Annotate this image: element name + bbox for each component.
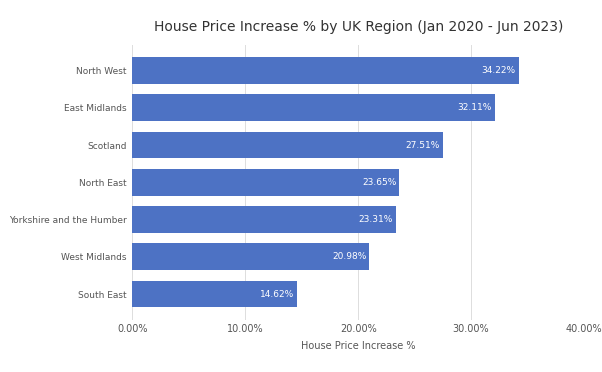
Bar	[132, 57, 519, 84]
Bar	[132, 206, 396, 233]
Title: House Price Increase % by UK Region (Jan 2020 - Jun 2023): House Price Increase % by UK Region (Jan…	[154, 20, 563, 34]
X-axis label: House Price Increase %: House Price Increase %	[301, 341, 415, 351]
Text: 23.31%: 23.31%	[358, 215, 393, 224]
Text: 32.11%: 32.11%	[458, 103, 492, 112]
Bar	[132, 243, 369, 270]
Text: 34.22%: 34.22%	[482, 66, 516, 75]
Text: 14.62%: 14.62%	[261, 289, 294, 298]
Bar	[132, 169, 399, 196]
Bar	[132, 94, 495, 121]
Text: 23.65%: 23.65%	[362, 178, 397, 187]
Text: 27.51%: 27.51%	[406, 141, 440, 150]
Bar	[132, 280, 297, 307]
Bar	[132, 132, 443, 158]
Text: 20.98%: 20.98%	[332, 252, 367, 261]
